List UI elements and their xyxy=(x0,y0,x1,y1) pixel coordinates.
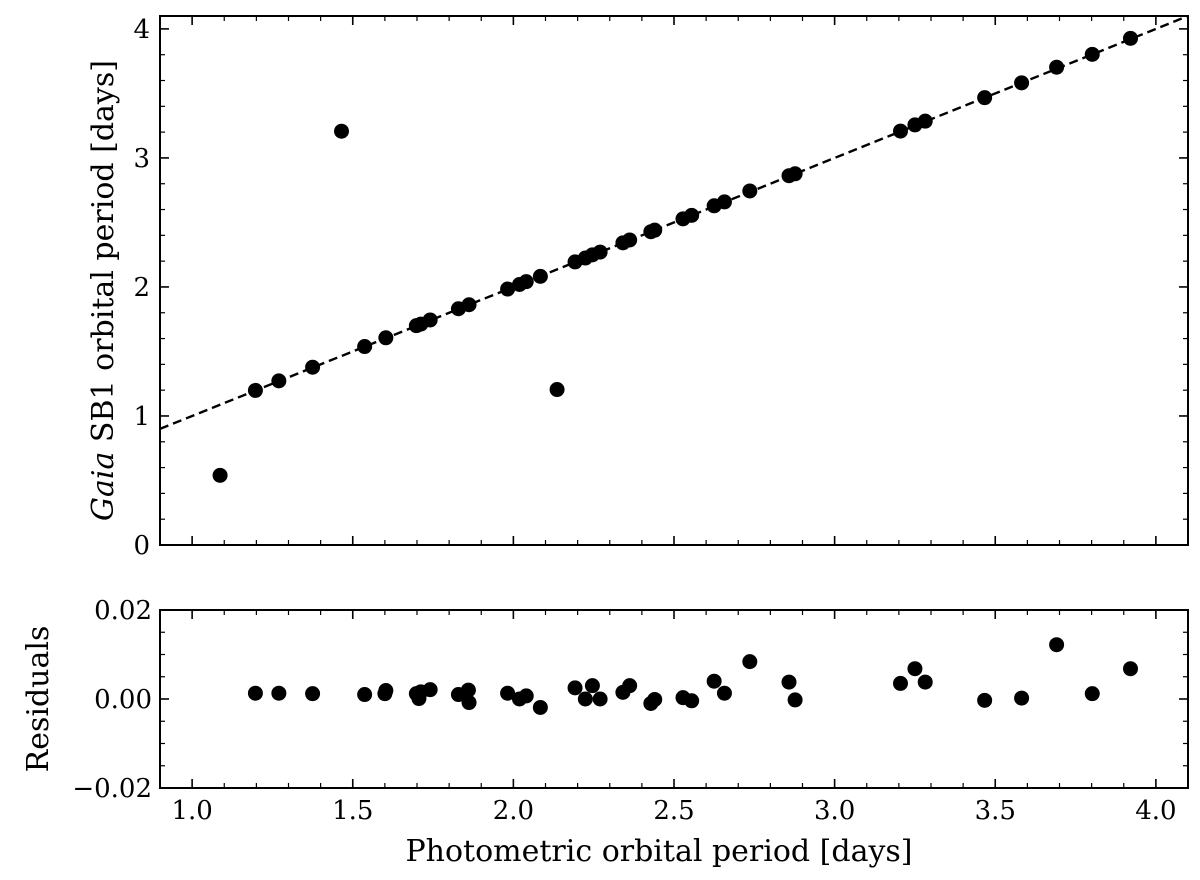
residual-data-point xyxy=(584,678,600,694)
residual-data-point xyxy=(706,673,722,689)
y-axis-title-rest: SB1 orbital period [days] xyxy=(86,60,121,452)
residual-data-point xyxy=(567,680,583,696)
x-tick-label: 3.5 xyxy=(975,796,1016,826)
residual-data-point xyxy=(422,682,438,698)
main-data-point xyxy=(422,312,438,328)
main-data-point xyxy=(549,382,565,398)
main-data-point xyxy=(271,373,287,389)
main-y-tick-label: 2 xyxy=(133,273,150,303)
main-data-point xyxy=(1049,59,1065,75)
residual-data-point xyxy=(305,686,321,702)
x-tick-label: 3.0 xyxy=(814,796,855,826)
residual-data-point xyxy=(461,695,477,711)
residual-data-point xyxy=(917,674,933,690)
main-data-point xyxy=(892,123,908,139)
residual-data-point xyxy=(787,692,803,708)
main-axis-ticks: 0 1 2 3 4 xyxy=(133,15,1189,561)
main-data-point xyxy=(977,90,993,106)
main-data-point xyxy=(305,359,321,375)
main-y-axis-title: Gaia SB1 orbital period [days] xyxy=(86,60,121,521)
main-data-point xyxy=(334,123,350,139)
residual-data-point xyxy=(1014,690,1030,706)
residuals-data-points xyxy=(247,637,1138,715)
main-data-point xyxy=(917,113,933,129)
main-data-point xyxy=(592,244,608,260)
residual-data-point xyxy=(518,688,534,704)
residuals-y-tick-label: −0.02 xyxy=(72,774,152,804)
main-data-point xyxy=(1014,75,1030,91)
residual-data-point xyxy=(1084,686,1100,702)
main-data-point xyxy=(461,297,477,313)
x-tick-label: 1.5 xyxy=(332,796,373,826)
main-y-tick-label: 1 xyxy=(133,402,150,432)
main-data-point xyxy=(787,166,803,182)
main-data-point xyxy=(684,207,700,223)
residual-data-point xyxy=(742,654,758,670)
main-data-point xyxy=(1122,30,1138,46)
x-tick-label: 2.0 xyxy=(493,796,534,826)
main-data-point xyxy=(247,382,263,398)
residual-data-point xyxy=(577,691,593,707)
y-axis-title-italic: Gaia xyxy=(86,452,121,521)
x-axis-title: Photometric orbital period [days] xyxy=(405,834,912,869)
main-y-tick-label: 0 xyxy=(133,531,150,561)
residual-data-point xyxy=(378,683,394,699)
residual-data-point xyxy=(247,685,263,701)
residuals-axis-ticks: 1.0 1.5 2.0 2.5 3.0 3.5 4.0 −0.02 0.00 0.02 xyxy=(72,596,1189,826)
main-data-point xyxy=(1084,46,1100,62)
main-data-point xyxy=(716,194,732,210)
residual-data-point xyxy=(357,687,373,703)
main-data-point xyxy=(500,281,516,297)
residual-data-point xyxy=(532,699,548,715)
residual-data-point xyxy=(892,675,908,691)
fit-line xyxy=(159,14,1189,430)
residual-data-point xyxy=(271,685,287,701)
residuals-y-tick-label: 0.00 xyxy=(94,685,152,715)
main-plot-frame xyxy=(159,15,1189,546)
main-panel: 0 1 2 3 4 Gaia SB1 orbital period [days] xyxy=(86,14,1189,561)
residual-data-point xyxy=(592,691,608,707)
x-tick-label: 2.5 xyxy=(653,796,694,826)
main-data-point xyxy=(518,274,534,290)
main-y-tick-label: 3 xyxy=(133,144,150,174)
residual-data-point xyxy=(977,692,993,708)
residual-data-point xyxy=(1122,661,1138,677)
main-data-point xyxy=(622,232,638,248)
x-tick-label: 4.0 xyxy=(1135,796,1176,826)
main-data-point xyxy=(212,467,228,483)
residuals-panel: 1.0 1.5 2.0 2.5 3.0 3.5 4.0 −0.02 0.00 0.02 Resid… xyxy=(21,596,1189,869)
residuals-y-tick-label: 0.02 xyxy=(94,596,152,626)
main-data-points xyxy=(212,30,1138,483)
residual-data-point xyxy=(622,678,638,694)
residual-data-point xyxy=(716,685,732,701)
residual-data-point xyxy=(907,661,923,677)
main-data-point xyxy=(378,330,394,346)
main-data-point xyxy=(742,183,758,199)
residual-data-point xyxy=(500,685,516,701)
residual-data-point xyxy=(460,682,476,698)
residual-data-point xyxy=(647,691,663,707)
residual-data-point xyxy=(1049,637,1065,653)
residual-data-point xyxy=(781,674,797,690)
residual-data-point xyxy=(684,693,700,709)
residuals-y-axis-title: Residuals xyxy=(21,626,56,773)
main-data-point xyxy=(647,222,663,238)
main-y-tick-label: 4 xyxy=(133,15,150,45)
main-data-point xyxy=(532,268,548,284)
x-tick-label: 1.0 xyxy=(171,796,212,826)
main-data-point xyxy=(357,339,373,355)
